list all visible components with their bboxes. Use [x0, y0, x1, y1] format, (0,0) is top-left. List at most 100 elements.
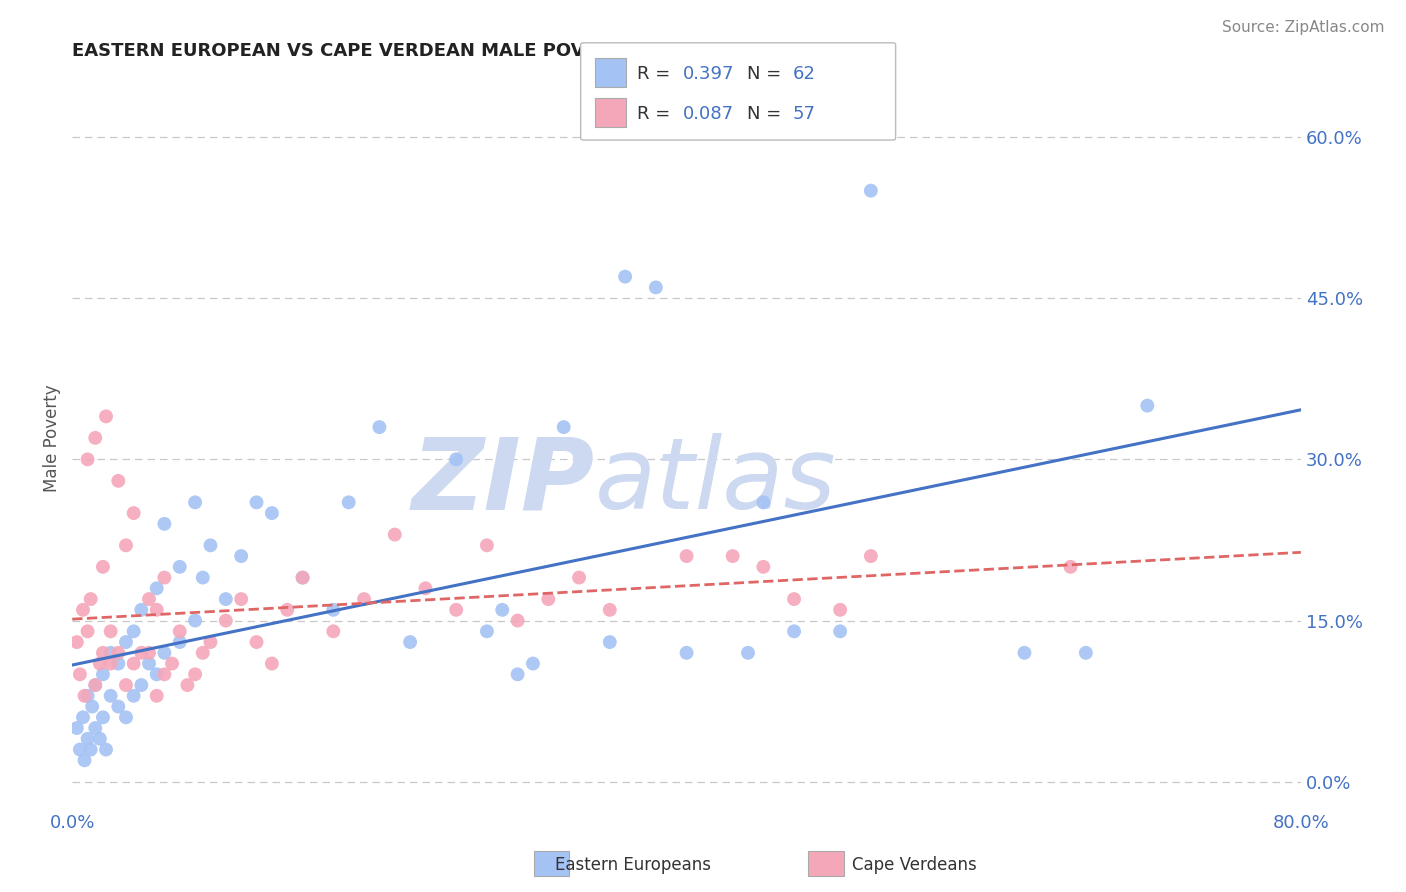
Point	[859, 549, 882, 563]
Point	[184, 614, 207, 628]
Point	[721, 549, 744, 563]
Point	[72, 710, 94, 724]
Point	[506, 614, 529, 628]
Bar	[534, 851, 569, 876]
Point	[153, 646, 176, 660]
Point	[215, 614, 238, 628]
Point	[337, 495, 360, 509]
Point	[122, 624, 145, 639]
Point	[138, 592, 160, 607]
Point	[91, 710, 114, 724]
Point	[553, 420, 575, 434]
Text: 0.087: 0.087	[683, 105, 734, 123]
Point	[353, 592, 375, 607]
Point	[322, 603, 344, 617]
Point	[100, 657, 122, 671]
Point	[94, 409, 117, 424]
Point	[368, 420, 391, 434]
Point	[79, 742, 101, 756]
Point	[830, 624, 852, 639]
Point	[599, 603, 621, 617]
Point	[153, 667, 176, 681]
Point	[169, 624, 191, 639]
Point	[122, 506, 145, 520]
Point	[522, 657, 544, 671]
Point	[322, 624, 344, 639]
Point	[200, 538, 222, 552]
Point	[76, 452, 98, 467]
Point	[91, 646, 114, 660]
Point	[200, 635, 222, 649]
Point	[169, 559, 191, 574]
Point	[145, 582, 167, 596]
Point	[675, 549, 697, 563]
Point	[84, 721, 107, 735]
Point	[76, 624, 98, 639]
Point	[153, 516, 176, 531]
Point	[830, 603, 852, 617]
Point	[191, 571, 214, 585]
Bar	[808, 851, 844, 876]
Point	[245, 495, 267, 509]
Point	[122, 689, 145, 703]
Point	[76, 731, 98, 746]
Point	[599, 635, 621, 649]
Point	[73, 689, 96, 703]
Point	[107, 646, 129, 660]
Point	[506, 667, 529, 681]
Point	[475, 624, 498, 639]
Point	[644, 280, 666, 294]
Text: N =: N =	[747, 65, 786, 83]
Point	[91, 559, 114, 574]
Point	[176, 678, 198, 692]
Point	[1136, 399, 1159, 413]
Point	[84, 678, 107, 692]
Point	[94, 742, 117, 756]
Point	[138, 646, 160, 660]
Point	[131, 678, 153, 692]
FancyBboxPatch shape	[581, 43, 896, 140]
Point	[115, 635, 138, 649]
Point	[231, 592, 253, 607]
Bar	[595, 98, 626, 127]
Text: R =: R =	[637, 105, 676, 123]
Point	[291, 571, 314, 585]
Point	[84, 678, 107, 692]
Point	[384, 527, 406, 541]
Point	[107, 657, 129, 671]
Text: atlas: atlas	[595, 434, 837, 530]
Point	[69, 667, 91, 681]
Point	[245, 635, 267, 649]
Point	[73, 753, 96, 767]
Point	[215, 592, 238, 607]
Point	[1014, 646, 1036, 660]
Point	[145, 603, 167, 617]
Point	[145, 667, 167, 681]
Point	[1074, 646, 1097, 660]
Point	[145, 689, 167, 703]
Point	[100, 646, 122, 660]
Point	[84, 431, 107, 445]
Point	[231, 549, 253, 563]
Text: R =: R =	[637, 65, 676, 83]
Point	[91, 667, 114, 681]
Point	[115, 678, 138, 692]
Point	[475, 538, 498, 552]
Point	[399, 635, 422, 649]
Text: Source: ZipAtlas.com: Source: ZipAtlas.com	[1222, 20, 1385, 35]
Point	[752, 495, 775, 509]
Point	[89, 731, 111, 746]
Text: 0.397: 0.397	[683, 65, 735, 83]
Bar	[595, 58, 626, 87]
Point	[131, 603, 153, 617]
Point	[184, 495, 207, 509]
Point	[537, 592, 560, 607]
Point	[72, 603, 94, 617]
Point	[783, 624, 806, 639]
Point	[291, 571, 314, 585]
Text: ZIP: ZIP	[412, 434, 595, 530]
Text: N =: N =	[747, 105, 786, 123]
Y-axis label: Male Poverty: Male Poverty	[44, 384, 60, 491]
Point	[160, 657, 183, 671]
Point	[737, 646, 759, 660]
